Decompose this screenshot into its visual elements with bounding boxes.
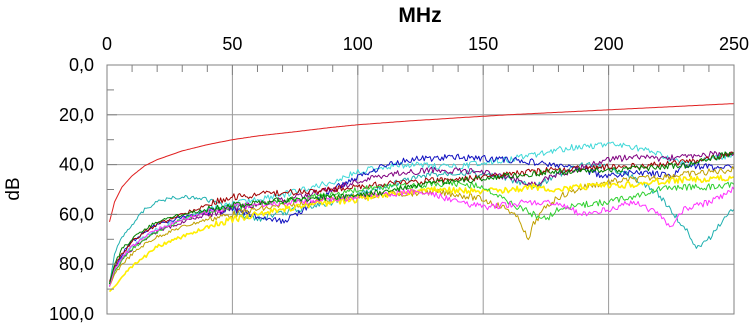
x-tick-label: 50 [222, 34, 242, 54]
x-tick-label: 100 [343, 34, 373, 54]
y-tick-label: 100,0 [49, 304, 94, 324]
y-axis-title: dB [3, 177, 24, 200]
y-tick-label: 60,0 [59, 204, 94, 224]
y-tick-label: 40,0 [59, 155, 94, 175]
x-axis-title: MHz [398, 4, 441, 27]
x-tick-label: 200 [594, 34, 624, 54]
y-tick-label: 20,0 [59, 105, 94, 125]
x-tick-label: 0 [102, 34, 112, 54]
x-tick-label: 150 [468, 34, 498, 54]
y-tick-label: 80,0 [59, 254, 94, 274]
y-tick-label: 0,0 [69, 55, 94, 75]
x-tick-label: 250 [719, 34, 749, 54]
